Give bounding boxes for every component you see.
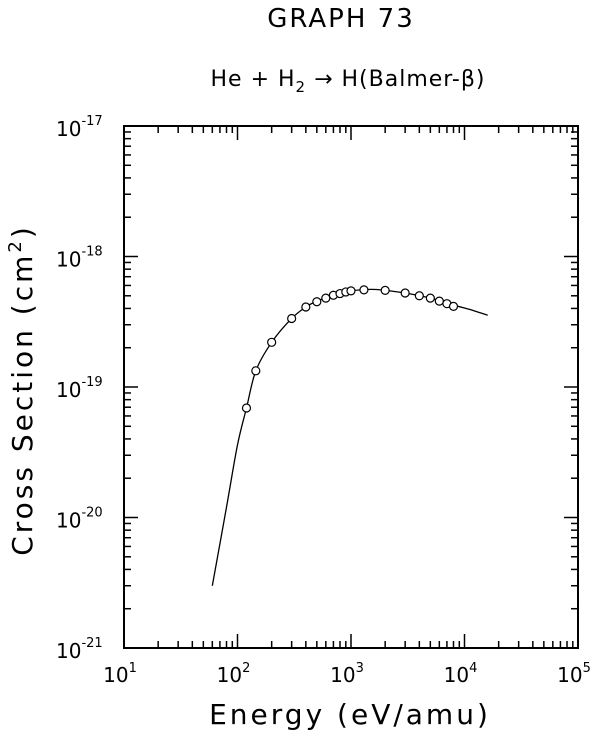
y-tick-label-base: 10 bbox=[56, 248, 81, 272]
y-tick-label-base: 10 bbox=[56, 117, 81, 141]
y-tick-label: 10-20 bbox=[56, 506, 103, 533]
y-tick-label: 10-17 bbox=[56, 114, 103, 141]
subtitle-part-2: → H(Balmer-β) bbox=[306, 67, 485, 92]
data-point bbox=[414, 291, 424, 301]
plot-frame bbox=[123, 125, 579, 649]
y-tick-label: 10-18 bbox=[56, 245, 103, 272]
x-tick-label-base: 10 bbox=[103, 663, 128, 687]
x-tick-label: 103 bbox=[330, 661, 364, 687]
data-point bbox=[241, 403, 252, 413]
fit-curve-layer bbox=[211, 288, 488, 586]
y-tick-label: 10-21 bbox=[56, 636, 103, 663]
chart-title: GRAPH 73 bbox=[267, 4, 415, 34]
data-point bbox=[251, 366, 261, 376]
y-tick-label-base: 10 bbox=[56, 639, 81, 663]
y-tick-label-exponent: -18 bbox=[81, 245, 102, 260]
x-tick-label-base: 10 bbox=[217, 663, 242, 687]
data-point bbox=[267, 337, 277, 347]
y-tick-label-exponent: -20 bbox=[81, 506, 102, 521]
y-tick-label-exponent: -17 bbox=[81, 114, 102, 129]
data-point bbox=[434, 296, 444, 306]
data-point bbox=[301, 302, 311, 312]
data-point bbox=[312, 297, 322, 307]
x-tick-label-base: 10 bbox=[557, 663, 582, 687]
data-point bbox=[287, 313, 297, 324]
x-tick-label-exponent: 4 bbox=[469, 661, 477, 676]
x-tick-label-exponent: 1 bbox=[129, 661, 137, 676]
x-tick-label-base: 10 bbox=[330, 663, 355, 687]
y-tick-label-base: 10 bbox=[56, 509, 81, 533]
y-tick-label-exponent: -19 bbox=[81, 375, 102, 390]
x-tick-label-base: 10 bbox=[444, 663, 469, 687]
data-point bbox=[346, 286, 356, 296]
data-points-layer bbox=[241, 285, 459, 413]
x-tick-labels: 101 102 103 104 105 bbox=[103, 661, 591, 687]
x-tick-label-exponent: 5 bbox=[583, 661, 591, 676]
data-point bbox=[448, 301, 459, 311]
y-axis-label-main: Cross Section (cm bbox=[6, 253, 39, 556]
subtitle-subscript: 2 bbox=[296, 78, 307, 96]
y-tick-label-base: 10 bbox=[56, 378, 81, 402]
data-point bbox=[380, 285, 390, 295]
y-axis-label: Cross Section (cm2) bbox=[5, 224, 39, 556]
y-axis-label-superscript: 2 bbox=[5, 238, 26, 252]
y-axis-label-end: ) bbox=[6, 224, 39, 238]
data-point bbox=[400, 288, 410, 298]
x-axis-label: Energy (eV/amu) bbox=[209, 698, 491, 731]
x-tick-label: 105 bbox=[557, 661, 591, 687]
y-tick-label-exponent: -21 bbox=[81, 636, 102, 651]
x-tick-label: 101 bbox=[103, 661, 137, 687]
x-tick-label: 102 bbox=[217, 661, 251, 687]
data-point bbox=[321, 293, 331, 303]
fit-curve bbox=[211, 288, 488, 586]
chart-subtitle: He + H2 → H(Balmer-β) bbox=[211, 67, 486, 96]
data-point bbox=[425, 293, 435, 303]
y-tick-label: 10-19 bbox=[56, 375, 103, 402]
x-tick-label-exponent: 2 bbox=[242, 661, 250, 676]
subtitle-part-1: He + H bbox=[211, 67, 296, 92]
x-tick-label: 104 bbox=[444, 661, 478, 687]
data-point bbox=[359, 285, 369, 295]
x-tick-label-exponent: 3 bbox=[356, 661, 364, 676]
tick-marks bbox=[123, 126, 578, 649]
